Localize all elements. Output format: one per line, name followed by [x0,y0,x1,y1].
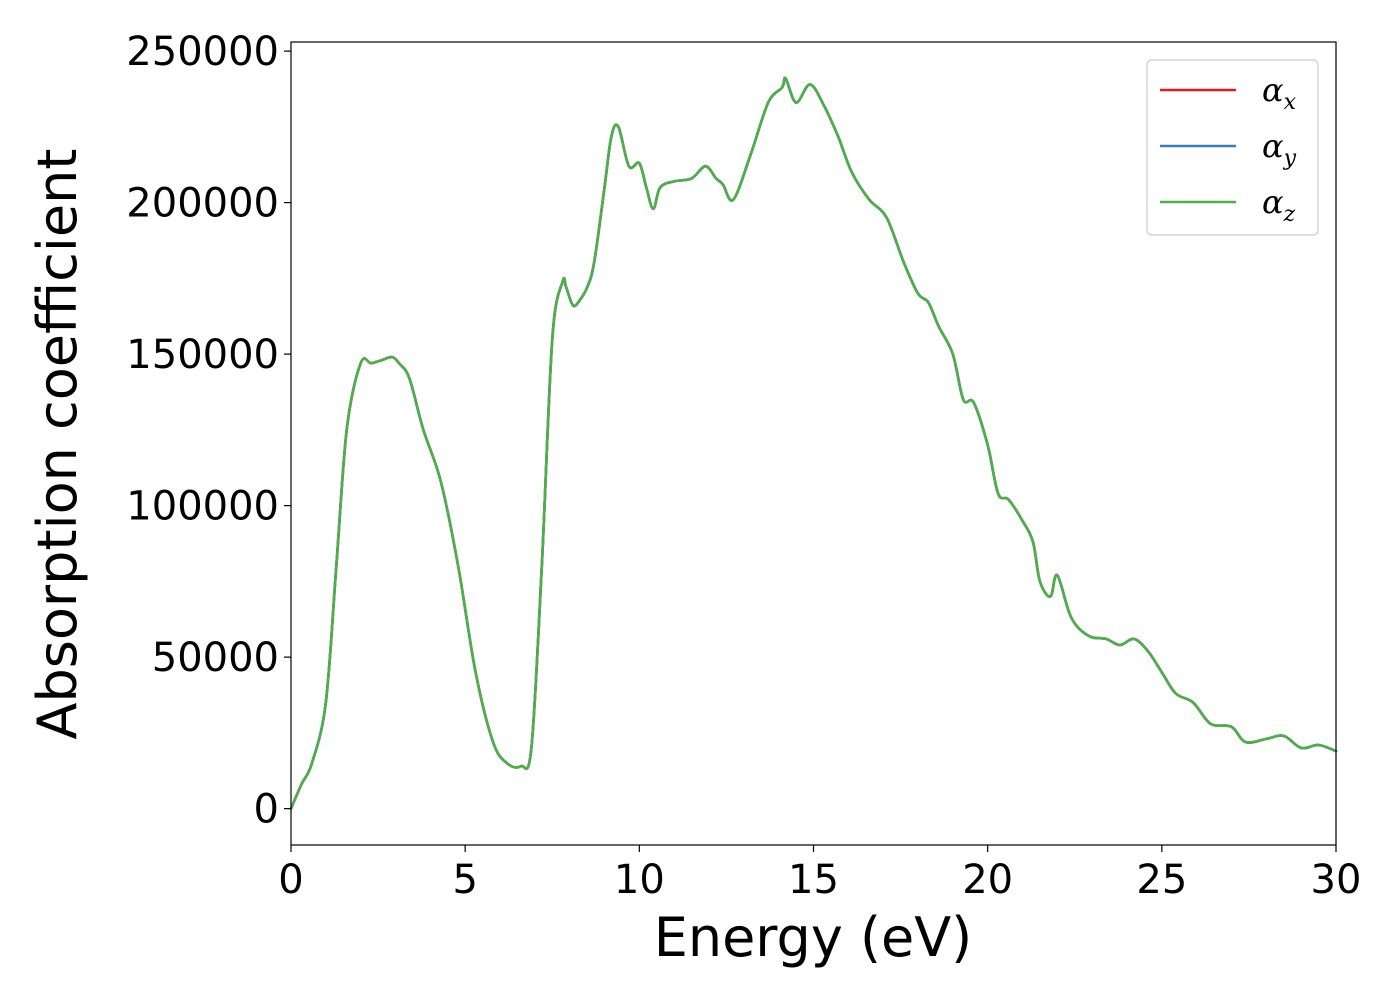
y-tick-label: 100000 [126,484,279,530]
x-axis-label: Energy (eV) [654,906,973,969]
y-tick-label: 250000 [126,29,279,75]
series-line-z [289,76,1338,810]
x-axis-ticks: 0 5 10 15 20 25 30 [278,845,1361,903]
plot-lines [289,76,1338,810]
y-tick-label: 200000 [126,181,279,227]
x-tick-label: 30 [1311,857,1362,903]
legend-box [1146,59,1319,236]
y-axis-label: Absorption coefficient [26,149,89,740]
legend: αx αy αz [1146,59,1319,236]
legend-label-z: αz [1262,183,1296,227]
x-tick-label: 5 [452,857,477,903]
y-axis-ticks: 0 50000 100000 150000 200000 250000 [126,29,291,833]
x-tick-label: 15 [788,857,839,903]
x-tick-label: 10 [614,857,665,903]
legend-label-y: αy [1262,127,1297,171]
y-tick-label: 0 [254,787,279,833]
x-tick-label: 0 [278,857,303,903]
y-tick-label: 50000 [152,635,279,681]
legend-entries: αx αy αz [1160,71,1297,227]
x-tick-label: 20 [962,857,1013,903]
x-tick-label: 25 [1136,857,1187,903]
legend-label-x: αx [1262,71,1297,115]
y-tick-label: 150000 [126,332,279,378]
